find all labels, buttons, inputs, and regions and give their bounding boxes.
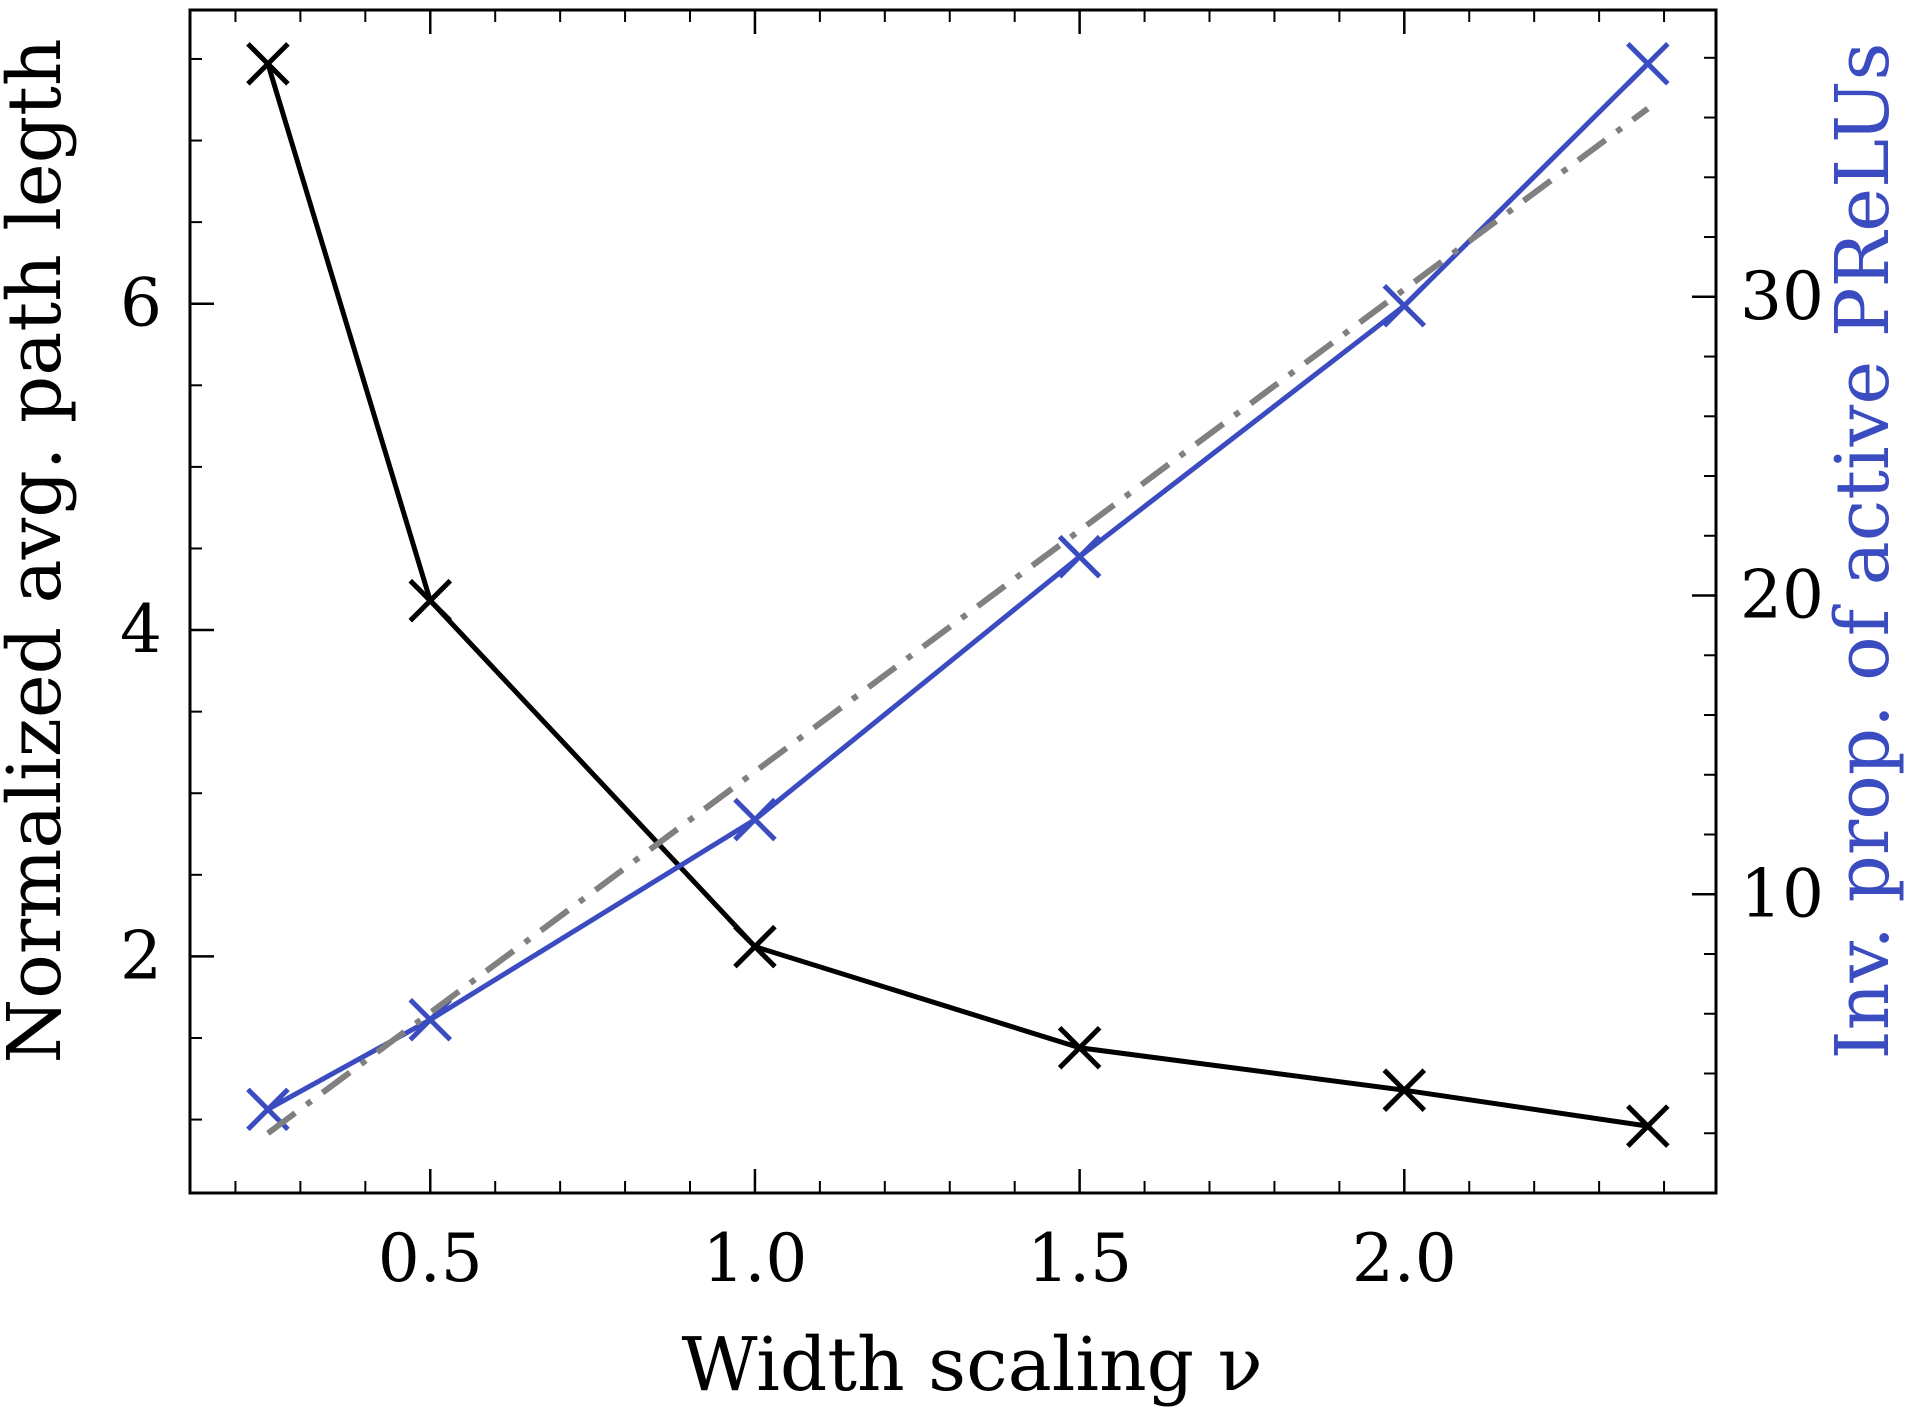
y-right-tick-label: 30 <box>1740 258 1824 335</box>
x-tick-label: 0.5 <box>378 1220 483 1297</box>
x-axis-label: Width scaling ν <box>681 1322 1262 1408</box>
series-0-marker <box>408 578 453 623</box>
y-right-tick-label: 10 <box>1740 855 1824 932</box>
y-left-tick-label: 6 <box>120 265 162 342</box>
marker-stroke <box>246 42 290 86</box>
marker-stroke <box>1057 534 1102 579</box>
plot-area <box>246 42 1670 1148</box>
series-0-line <box>265 63 1649 1129</box>
marker-stroke <box>1382 283 1427 328</box>
marker-stroke <box>408 578 453 623</box>
x-tick-label: 2.0 <box>1352 1220 1457 1297</box>
marker-stroke <box>733 797 777 842</box>
series-1-marker <box>733 797 777 842</box>
x-tick-label: 1.0 <box>702 1220 807 1297</box>
y-left-tick-label: 2 <box>120 917 162 994</box>
series-0-marker <box>246 42 290 86</box>
marker-stroke <box>733 924 777 969</box>
series-1-line <box>266 61 1650 1112</box>
y-axis-label-left: Normalized avg. path legth <box>0 39 78 1064</box>
y-axis-label-right: Inv. prop. of active PReLUs <box>1820 43 1906 1060</box>
marker-stroke <box>246 1087 290 1132</box>
series-1-marker <box>1057 534 1102 579</box>
series-0-marker <box>1626 1104 1670 1148</box>
plot-frame <box>188 8 1718 1195</box>
series-0-marker <box>733 924 777 969</box>
series-0-marker <box>1057 1026 1102 1070</box>
marker-stroke <box>1626 1104 1670 1148</box>
series-0-marker <box>1382 1068 1427 1112</box>
series-1-marker <box>1626 42 1670 86</box>
series-1-marker <box>1382 283 1427 328</box>
x-tick-label: 1.5 <box>1027 1220 1132 1297</box>
marker-stroke <box>1057 1026 1102 1070</box>
marker-stroke <box>1382 1068 1427 1112</box>
marker-stroke <box>1626 42 1670 86</box>
series-2-line <box>266 106 1650 1136</box>
y-left-tick-label: 4 <box>120 591 162 668</box>
axes: 0.5 1.0 1.5 2.0 2 4 6 10 20 30 <box>120 8 1824 1297</box>
y-right-tick-label: 20 <box>1740 557 1824 634</box>
